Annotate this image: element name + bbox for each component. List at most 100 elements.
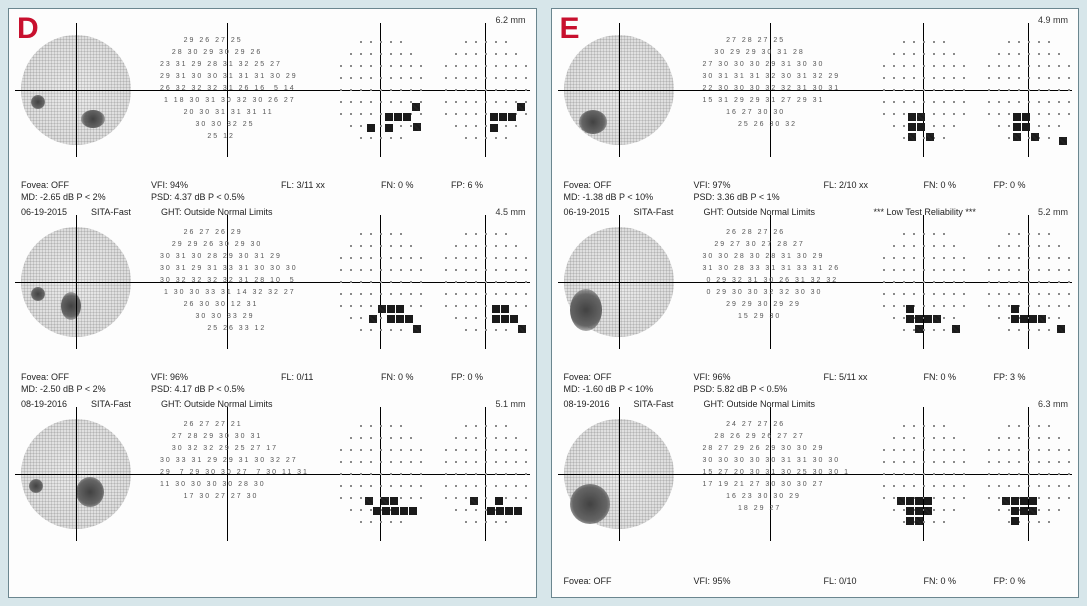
defect-hatched xyxy=(412,103,420,111)
defect-block xyxy=(1013,123,1021,131)
defect-block xyxy=(510,315,518,323)
defect-block xyxy=(906,517,914,525)
row-header: 08-19-2016SITA-FastGHT: Outside Normal L… xyxy=(21,399,524,409)
md: MD: -2.65 dB P < 2% xyxy=(21,191,151,203)
axis-vertical xyxy=(619,407,620,541)
defect-hatched xyxy=(413,123,421,131)
defect-block xyxy=(405,315,413,323)
defect-hatched xyxy=(917,113,925,121)
defect-block xyxy=(492,305,500,313)
defect-hatched xyxy=(915,517,923,525)
numeric-sensitivity-grid: 29 26 27 25 28 30 29 30 29 26 23 31 29 2… xyxy=(160,35,298,143)
defect-block xyxy=(924,315,932,323)
vfi: VFI: 96% xyxy=(151,371,281,383)
defect-block xyxy=(1020,497,1028,505)
defect-hatched xyxy=(897,497,905,505)
defect-hatched xyxy=(369,315,377,323)
probability-plot xyxy=(878,35,968,145)
defect-block xyxy=(917,123,925,131)
fovea: Fovea: OFF xyxy=(21,371,151,383)
date: 08-19-2016 xyxy=(564,399,634,409)
date: 06-19-2015 xyxy=(21,207,91,217)
psd: PSD: 4.17 dB P < 0.5% xyxy=(151,383,245,395)
panel-e-label: E xyxy=(560,12,580,46)
pupil-mm: 5.1 mm xyxy=(495,399,525,409)
numeric-sensitivity-grid: 26 27 27 21 27 28 29 30 30 31 30 32 32 2… xyxy=(160,419,309,503)
md: MD: -1.60 dB P < 10% xyxy=(564,383,694,395)
test-type: SITA-Fast xyxy=(91,399,161,409)
fn: FN: 0 % xyxy=(381,179,451,191)
psd: PSD: 4.37 dB P < 0.5% xyxy=(151,191,245,203)
fl: FL: 3/11 xx xyxy=(281,179,381,191)
vfi: VFI: 95% xyxy=(694,575,824,587)
vf-defect xyxy=(29,479,43,493)
defect-block xyxy=(391,507,399,515)
fn: FN: 0 % xyxy=(924,371,994,383)
defect-block xyxy=(496,507,504,515)
fp: FP: 3 % xyxy=(994,371,1026,383)
vfi: VFI: 94% xyxy=(151,179,281,191)
vf-defect xyxy=(31,287,45,301)
defect-block xyxy=(403,113,411,121)
vf-defect xyxy=(570,484,610,524)
defect-block xyxy=(1013,113,1021,121)
defect-block xyxy=(1029,497,1037,505)
vfi: VFI: 97% xyxy=(694,179,824,191)
defect-block xyxy=(1011,315,1019,323)
axis-vertical xyxy=(619,23,620,157)
defect-block xyxy=(908,123,916,131)
defect-block xyxy=(385,124,393,132)
ght: GHT: Outside Normal Limits xyxy=(161,207,331,217)
defect-block xyxy=(1011,507,1019,515)
axis-vertical xyxy=(76,407,77,541)
defect-hatched xyxy=(381,497,389,505)
reliability-flag: *** Low Test Reliability *** xyxy=(874,207,976,217)
psd: PSD: 5.82 dB P < 0.5% xyxy=(694,383,788,395)
fp: FP: 0 % xyxy=(994,179,1026,191)
vf-test-row: 08-19-2016SITA-FastGHT: Outside Normal L… xyxy=(558,397,1073,589)
fn: FN: 0 % xyxy=(381,371,451,383)
probability-plot xyxy=(440,227,530,337)
stats-block: Fovea: OFFVFI: 96%FL: 5/11 xxFN: 0 %FP: … xyxy=(564,371,1067,395)
numeric-sensitivity-grid: 24 27 27 26 28 26 29 26 27 27 28 27 29 2… xyxy=(703,419,850,515)
defect-block xyxy=(409,507,417,515)
defect-block xyxy=(1011,517,1019,525)
vf-test-row: 06-19-2015SITA-FastGHT: Outside Normal L… xyxy=(15,205,530,397)
vf-defect xyxy=(31,95,45,109)
defect-block xyxy=(915,497,923,505)
defect-hatched xyxy=(1013,133,1021,141)
defect-block xyxy=(501,315,509,323)
stats-block: Fovea: OFFVFI: 96%FL: 0/11FN: 0 %FP: 0 %… xyxy=(21,371,524,395)
defect-hatched xyxy=(1031,133,1039,141)
fn: FN: 0 % xyxy=(924,179,994,191)
defect-block xyxy=(396,315,404,323)
probability-plot xyxy=(335,419,425,529)
ght: GHT: Outside Normal Limits xyxy=(161,399,331,409)
defect-block xyxy=(1022,113,1030,121)
defect-block xyxy=(906,497,914,505)
defect-block xyxy=(924,497,932,505)
fl: FL: 5/11 xx xyxy=(824,371,924,383)
fn: FN: 0 % xyxy=(924,575,994,587)
test-type: SITA-Fast xyxy=(634,207,704,217)
defect-block xyxy=(501,305,509,313)
test-type: SITA-Fast xyxy=(91,207,161,217)
fl: FL: 0/10 xyxy=(824,575,924,587)
probability-plot xyxy=(983,227,1073,337)
defect-block xyxy=(514,507,522,515)
fovea: Fovea: OFF xyxy=(564,179,694,191)
probability-plot xyxy=(440,35,530,145)
panel-e: E 4.9 mm 27 28 27 25 30 29 29 30 31 28 2… xyxy=(551,8,1080,598)
vf-defect xyxy=(81,110,105,128)
fp: FP: 0 % xyxy=(994,575,1026,587)
vf-defect xyxy=(76,477,104,507)
defect-block xyxy=(1022,123,1030,131)
vf-test-row: 08-19-2016SITA-FastGHT: Outside Normal L… xyxy=(15,397,530,589)
vf-test-row: 4.9 mm 27 28 27 25 30 29 29 30 31 28 27 … xyxy=(558,13,1073,205)
defect-block xyxy=(490,113,498,121)
axis-vertical xyxy=(76,23,77,157)
fp: FP: 6 % xyxy=(451,179,483,191)
defect-block xyxy=(396,305,404,313)
pupil-mm: 4.5 mm xyxy=(495,207,525,217)
defect-block xyxy=(390,497,398,505)
